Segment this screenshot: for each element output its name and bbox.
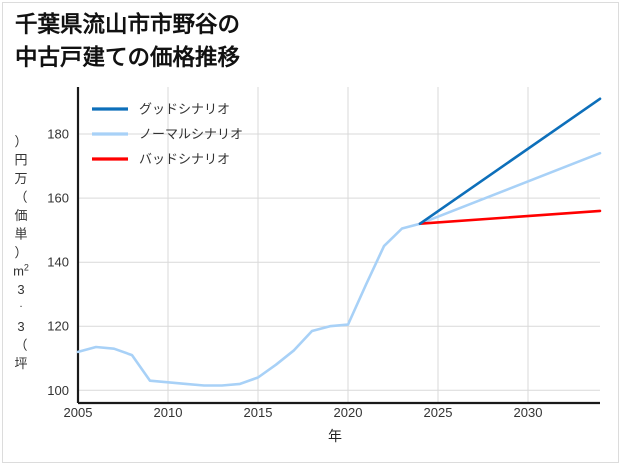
svg-text:140: 140 bbox=[47, 255, 69, 270]
svg-text:2005: 2005 bbox=[64, 405, 93, 420]
svg-text:円: 円 bbox=[14, 153, 27, 168]
svg-text:180: 180 bbox=[47, 127, 69, 142]
svg-text:3: 3 bbox=[17, 319, 24, 334]
svg-text:バッドシナリオ: バッドシナリオ bbox=[139, 152, 230, 167]
svg-text:100: 100 bbox=[47, 383, 69, 398]
svg-text:（: （ bbox=[14, 190, 27, 205]
svg-text:2020: 2020 bbox=[334, 405, 363, 420]
svg-text:120: 120 bbox=[47, 319, 69, 334]
svg-text:）: ） bbox=[14, 245, 27, 260]
svg-text:）: ） bbox=[14, 134, 27, 149]
svg-text:（: （ bbox=[14, 338, 27, 353]
svg-text:価: 価 bbox=[14, 208, 27, 223]
svg-text:年: 年 bbox=[328, 428, 342, 444]
svg-text:万: 万 bbox=[14, 171, 27, 186]
svg-text:.: . bbox=[19, 298, 22, 310]
svg-text:ノーマルシナリオ: ノーマルシナリオ bbox=[139, 127, 243, 142]
svg-text:2025: 2025 bbox=[424, 405, 453, 420]
svg-text:単: 単 bbox=[14, 227, 27, 242]
svg-text:3: 3 bbox=[17, 282, 24, 297]
svg-text:2015: 2015 bbox=[244, 405, 273, 420]
svg-text:2010: 2010 bbox=[154, 405, 183, 420]
svg-text:m2: m2 bbox=[13, 263, 29, 279]
svg-text:160: 160 bbox=[47, 191, 69, 206]
svg-text:2030: 2030 bbox=[514, 405, 543, 420]
svg-text:坪: 坪 bbox=[14, 356, 27, 371]
svg-text:グッドシナリオ: グッドシナリオ bbox=[139, 102, 230, 117]
